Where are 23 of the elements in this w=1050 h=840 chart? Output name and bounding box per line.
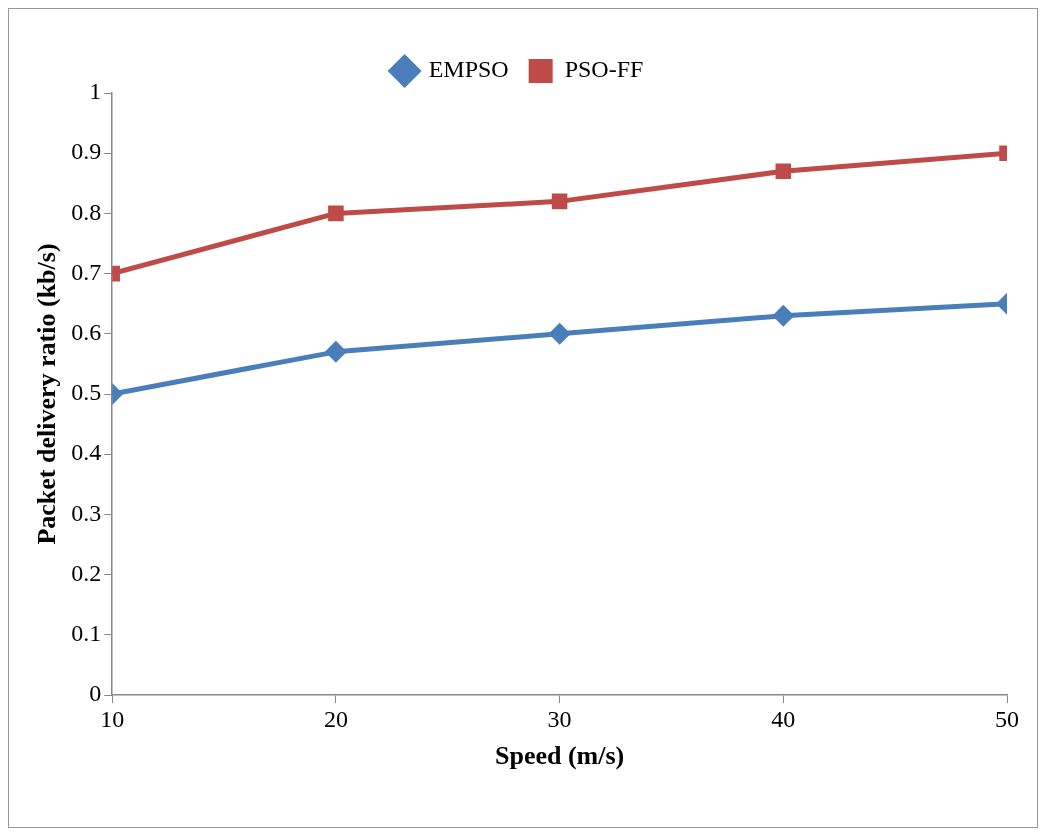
y-tick-label: 0.6: [71, 319, 102, 346]
y-tick-label: 1: [89, 78, 102, 105]
y-tick-label: 0.1: [71, 620, 102, 647]
x-tick-label: 30: [547, 705, 572, 732]
y-tick-label: 0.7: [71, 258, 102, 285]
legend-label: PSO-FF: [564, 56, 644, 83]
y-axis-title: Packet delivery ratio (kb/s): [32, 243, 62, 545]
x-tick-label: 40: [771, 705, 796, 732]
x-tick-label: 10: [100, 705, 125, 732]
y-tick-label: 0.3: [71, 499, 102, 526]
y-tick-label: 0.8: [71, 198, 102, 225]
y-tick-label: 0.2: [71, 559, 102, 586]
y-tick-label: 0: [89, 680, 102, 707]
x-tick-label: 20: [323, 705, 348, 732]
y-tick-label: 0.4: [71, 439, 102, 466]
y-tick-label: 0.9: [71, 138, 102, 165]
x-axis-title: Speed (m/s): [494, 741, 625, 771]
point: [551, 193, 568, 210]
x-tick-label: 50: [995, 705, 1019, 732]
point: [548, 322, 571, 345]
y-tick-label: 0.5: [71, 379, 102, 406]
point: [328, 205, 344, 222]
legend-label: EMPSO: [428, 56, 509, 83]
